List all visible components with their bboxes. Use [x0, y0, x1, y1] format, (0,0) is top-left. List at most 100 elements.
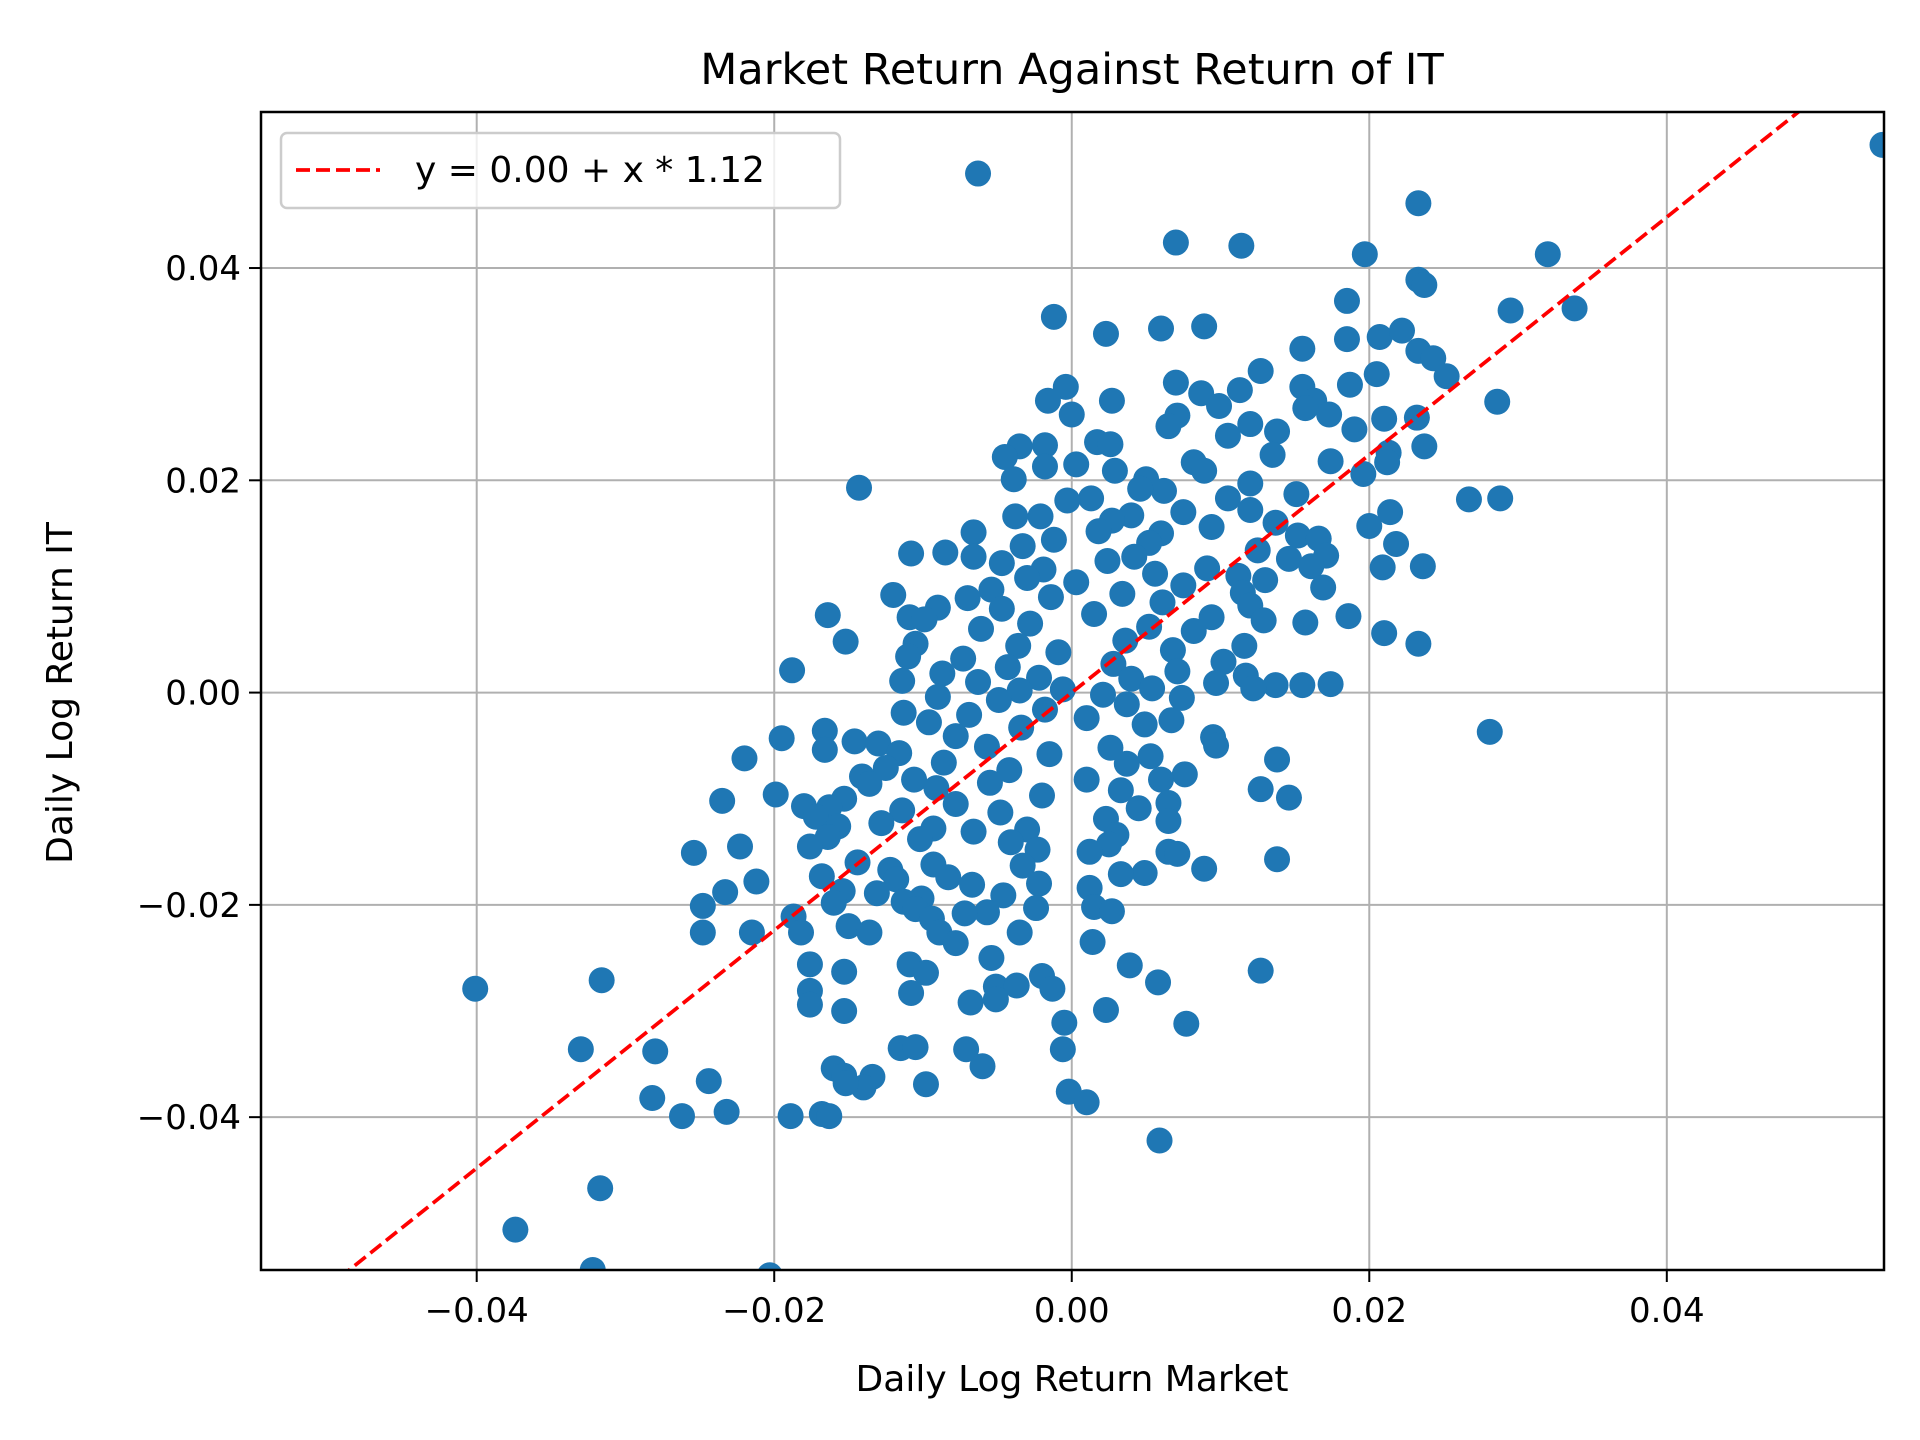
data-point: [1203, 732, 1230, 759]
data-point: [1031, 453, 1058, 480]
data-point: [969, 1053, 996, 1080]
data-point: [1170, 499, 1197, 526]
data-point: [1159, 637, 1186, 664]
data-point: [1107, 777, 1134, 804]
data-point: [832, 1070, 859, 1097]
data-point: [1000, 466, 1027, 493]
data-point: [831, 958, 858, 985]
data-point: [1316, 401, 1343, 428]
data-point: [1092, 320, 1119, 347]
data-point: [1369, 554, 1396, 581]
data-point: [695, 1068, 722, 1095]
data-point: [1049, 1036, 1076, 1063]
data-point: [991, 443, 1018, 470]
data-point: [1310, 574, 1337, 601]
data-point: [689, 919, 716, 946]
data-point: [988, 595, 1015, 622]
data-point: [1336, 371, 1363, 398]
data-point: [982, 986, 1009, 1013]
data-point: [996, 757, 1023, 784]
data-point: [1145, 969, 1172, 996]
data-point: [1484, 388, 1511, 415]
y-tick-label: −0.04: [137, 1098, 241, 1138]
data-point: [856, 770, 883, 797]
data-point: [1561, 295, 1588, 322]
data-point: [1247, 776, 1274, 803]
data-point: [1029, 782, 1056, 809]
data-point: [1191, 457, 1218, 484]
data-point: [1085, 518, 1112, 545]
data-point: [1092, 996, 1119, 1023]
data-point: [1203, 670, 1230, 697]
data-point: [1405, 630, 1432, 657]
data-point: [1228, 232, 1255, 259]
data-point: [1014, 564, 1041, 591]
data-point: [811, 717, 838, 744]
data-point: [1198, 514, 1225, 541]
data-point: [1009, 852, 1036, 879]
data-point: [1078, 485, 1105, 512]
data-point: [1031, 696, 1058, 723]
data-point: [976, 769, 1003, 796]
data-point: [1411, 272, 1438, 299]
data-point: [1405, 190, 1432, 217]
data-point: [1109, 580, 1136, 607]
data-point: [713, 1098, 740, 1125]
data-point: [950, 645, 977, 672]
data-point: [743, 868, 770, 895]
data-point: [731, 745, 758, 772]
data-point: [738, 919, 765, 946]
data-point: [727, 833, 754, 860]
data-point: [889, 667, 916, 694]
legend: y = 0.00 + x * 1.12: [279, 131, 842, 210]
data-point: [668, 1103, 695, 1130]
data-point: [1107, 861, 1134, 888]
data-point: [777, 1103, 804, 1130]
data-point: [841, 728, 868, 755]
data-point: [985, 687, 1012, 714]
data-point: [1487, 485, 1514, 512]
data-point: [1081, 601, 1108, 628]
data-point: [1076, 838, 1103, 865]
data-point: [1158, 707, 1185, 734]
data-point: [1363, 361, 1390, 388]
data-point: [1371, 620, 1398, 647]
data-point: [1121, 543, 1148, 570]
data-point: [808, 863, 835, 890]
data-point: [1191, 855, 1218, 882]
data-point: [960, 519, 987, 546]
data-point: [1146, 1127, 1173, 1154]
scatter-points: [462, 131, 1884, 1270]
data-point: [1113, 691, 1140, 718]
data-point: [1284, 522, 1311, 549]
data-point: [579, 1257, 606, 1270]
data-point: [1009, 533, 1036, 560]
data-point: [816, 1103, 843, 1130]
data-point: [1275, 545, 1302, 572]
data-point: [567, 1036, 594, 1063]
data-point: [1171, 761, 1198, 788]
data-point: [757, 1262, 782, 1270]
data-point: [889, 797, 916, 824]
data-point: [1298, 553, 1325, 580]
data-point: [1026, 664, 1053, 691]
data-point: [642, 1038, 669, 1065]
data-point: [1411, 433, 1438, 460]
data-point: [1113, 750, 1140, 777]
data-point: [942, 791, 969, 818]
data-point: [1164, 658, 1191, 685]
data-point: [865, 730, 892, 757]
data-point: [988, 550, 1015, 577]
data-point: [960, 818, 987, 845]
data-point: [1162, 229, 1189, 256]
data-point: [1045, 639, 1072, 666]
data-point: [883, 866, 910, 893]
data-point: [1252, 567, 1279, 594]
data-point: [639, 1085, 666, 1112]
data-point: [1101, 457, 1128, 484]
data-point: [978, 576, 1005, 603]
data-point: [929, 660, 956, 687]
data-point: [1034, 387, 1061, 414]
data-point: [1164, 840, 1191, 867]
data-point: [911, 606, 938, 633]
